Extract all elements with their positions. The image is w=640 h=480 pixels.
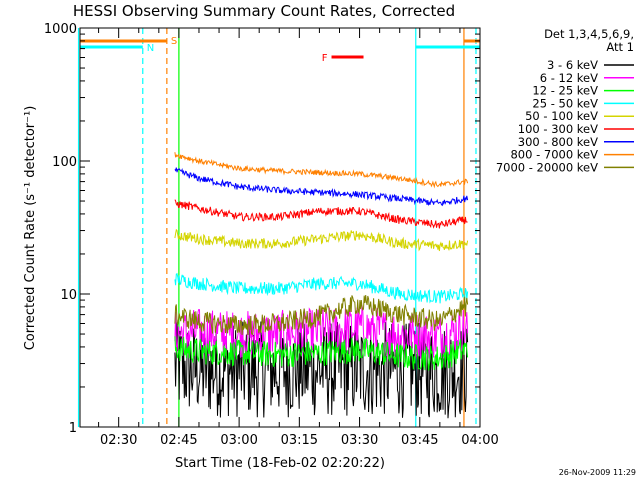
legend-header-line-2: Att 1 — [606, 40, 634, 54]
y-tick-label: 10 — [60, 288, 77, 303]
series-100-300-kev — [174, 199, 468, 229]
x-tick-label: 04:00 — [461, 433, 498, 448]
legend-label: 3 - 6 keV — [547, 58, 598, 72]
x-axis-label: Start Time (18-Feb-02 02:20:22) — [175, 456, 385, 471]
legend-label: 100 - 300 keV — [518, 122, 598, 136]
legend-label: 300 - 800 keV — [518, 135, 598, 149]
legend-label: 7000 - 20000 keV — [496, 160, 598, 174]
x-tick-label: 03:30 — [341, 433, 378, 448]
legend-header-line-1: Det 1,3,4,5,6,9, — [544, 27, 634, 41]
plot-frame — [79, 27, 481, 428]
series-800-7000-kev — [174, 152, 469, 189]
series-3-6-kev — [174, 319, 469, 419]
series-12-25-kev — [174, 336, 469, 371]
footer-timestamp: 26-Nov-2009 11:29 — [559, 468, 636, 477]
y-tick-label: 100 — [52, 155, 77, 170]
x-axis: 02:30 02:45 03:00 03:15 03:30 03:45 04:00 — [98, 28, 499, 448]
series-6-12-kev — [174, 305, 469, 360]
marker-s: S — [171, 36, 177, 47]
x-tick-label: 03:00 — [220, 433, 257, 448]
legend-label: 12 - 25 keV — [532, 84, 598, 98]
series-50-100-kev — [174, 228, 469, 252]
x-tick-label: 03:45 — [401, 433, 438, 448]
x-tick-label: 02:45 — [160, 433, 197, 448]
series-7000-20000-kev — [174, 295, 469, 336]
y-tick-label: 1 — [69, 421, 77, 436]
legend-label: 6 - 12 keV — [540, 71, 598, 85]
chart-title: HESSI Observing Summary Count Rates, Cor… — [73, 2, 455, 20]
y-axis: 1 10 100 1000 — [44, 22, 480, 436]
series-25-50-kev — [174, 272, 469, 304]
legend-label: 800 - 7000 keV — [510, 148, 598, 162]
x-tick-label: 03:15 — [281, 433, 318, 448]
x-tick-label: 02:30 — [100, 433, 137, 448]
marker-n: N — [147, 43, 154, 54]
y-axis-label: Corrected Count Rate (s⁻¹ detector⁻¹) — [23, 106, 38, 351]
marker-f: F — [322, 53, 328, 64]
legend-label: 50 - 100 keV — [525, 109, 598, 123]
series-300-800-kev — [174, 167, 469, 207]
series-layer — [174, 152, 469, 419]
legend-label: 25 - 50 keV — [532, 96, 598, 110]
y-tick-label: 1000 — [44, 22, 77, 37]
